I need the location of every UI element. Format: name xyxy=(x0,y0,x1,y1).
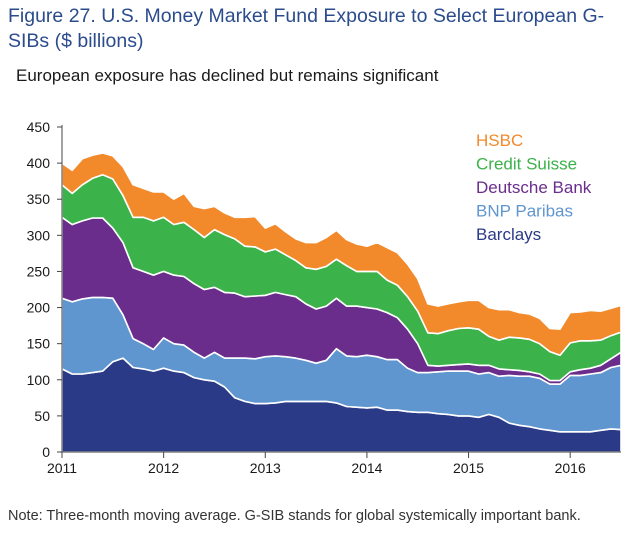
axes-layer: 0 50 100 150 200 250 300 350 400 450 2011 2012 2013 2… xyxy=(27,119,621,476)
y-tick-label: 350 xyxy=(27,191,51,207)
chart-subtitle: European exposure has declined but remai… xyxy=(16,66,439,85)
y-tick-label: 100 xyxy=(27,372,51,388)
x-tick-label: 2011 xyxy=(47,460,77,476)
chart-note: Note: Three-month moving average. G-SIB … xyxy=(8,508,581,524)
legend-item-hsbc: HSBC xyxy=(476,131,523,150)
legend: HSBC Credit Suisse Deutsche Bank BNP Pariba… xyxy=(476,131,592,244)
area-hsbc xyxy=(61,152,622,356)
y-tick-label: 450 xyxy=(27,119,51,135)
area-layer xyxy=(61,152,622,453)
legend-item-bnp-paribas: BNP Paribas xyxy=(476,202,573,221)
y-tick-label: 200 xyxy=(27,300,51,316)
x-tick-label: 2015 xyxy=(453,460,484,476)
x-tick-label: 2013 xyxy=(250,460,281,476)
legend-item-barclays: Barclays xyxy=(476,225,541,244)
x-tick-label: 2016 xyxy=(555,460,586,476)
area-chart: 0 50 100 150 200 250 300 350 400 450 2011 2012 2013 2… xyxy=(27,119,622,476)
y-tick-label: 250 xyxy=(27,263,51,279)
x-tick-label: 2012 xyxy=(148,460,179,476)
legend-item-deutsche-bank: Deutsche Bank xyxy=(476,178,592,197)
y-tick-label: 150 xyxy=(27,336,51,352)
y-tick-label: 300 xyxy=(27,227,51,243)
y-tick-label: 400 xyxy=(27,155,51,171)
chart-title: Figure 27. U.S. Money Market Fund Exposu… xyxy=(8,5,605,52)
legend-item-credit-suisse: Credit Suisse xyxy=(476,155,577,174)
x-tick-label: 2014 xyxy=(351,460,382,476)
y-tick-label: 0 xyxy=(42,444,50,460)
y-tick-label: 50 xyxy=(34,408,50,424)
